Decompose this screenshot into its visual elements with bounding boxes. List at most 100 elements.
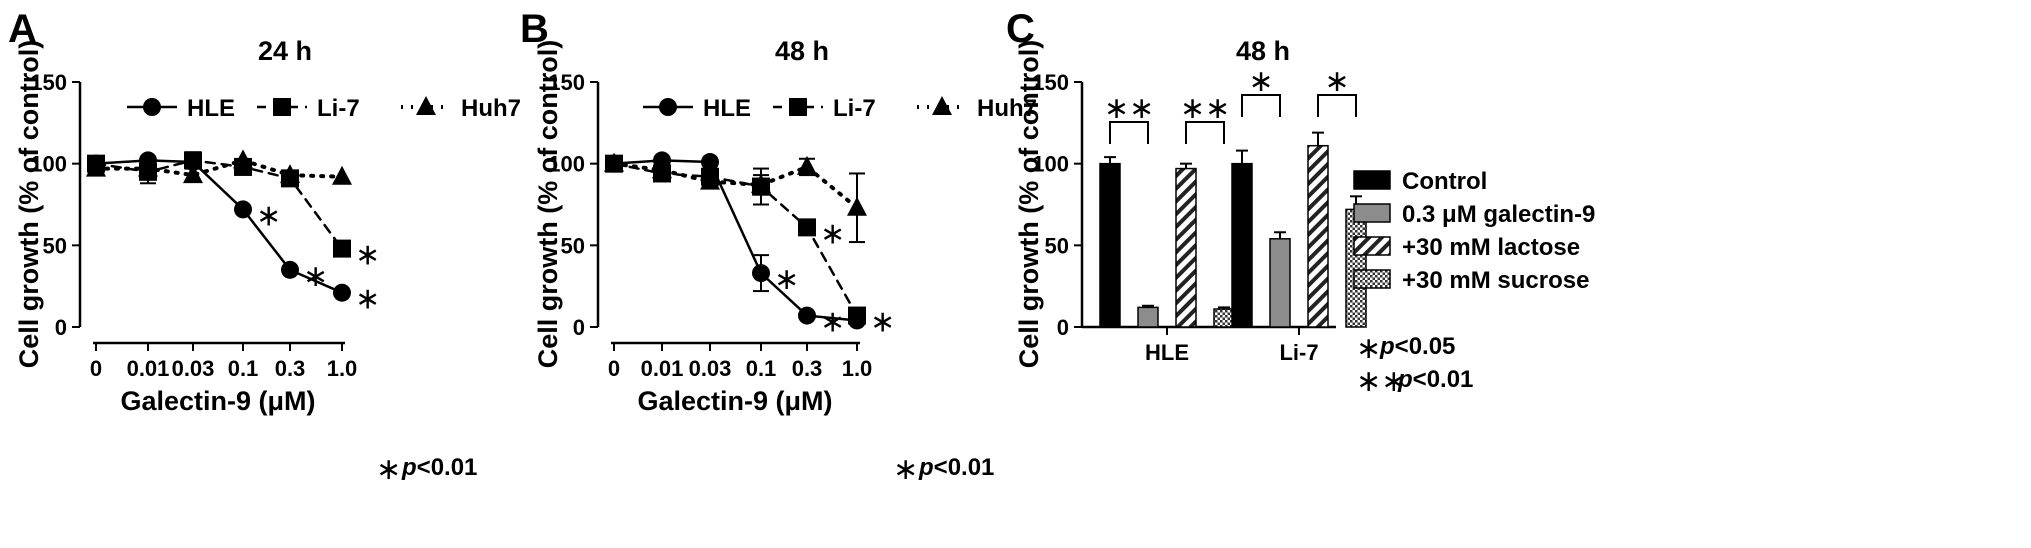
bar-hle-1 <box>1137 306 1159 328</box>
x-tick-label: 0 <box>90 356 102 381</box>
series-line-li-7 <box>94 159 344 250</box>
bar-li-7-3 <box>1345 208 1367 328</box>
panel-c-ylabel: Cell growth (% of control) <box>1014 40 1044 368</box>
panel-b-ylabel: Cell growth (% of control) <box>533 40 563 368</box>
x-tick-label: 0.3 <box>275 356 306 381</box>
x-tick-label: 0.03 <box>689 356 732 381</box>
legend-label: Huh7 <box>977 95 1037 122</box>
significance-bracket-label: ∗∗ <box>1104 92 1154 125</box>
x-tick-label: 0.1 <box>746 356 777 381</box>
legend-swatch <box>1353 269 1391 289</box>
significance-star: ∗ <box>870 306 895 339</box>
significance-star: ∗ <box>820 217 845 250</box>
legend-label: Control <box>1402 168 1487 195</box>
significance-star: ∗ <box>256 199 281 232</box>
y-tick-label: 0 <box>1057 315 1069 340</box>
y-tick-label: 150 <box>1032 70 1069 95</box>
panel-a-title: 24 h <box>258 36 312 66</box>
bar-hle-0 <box>1099 162 1121 328</box>
legend-marker <box>659 98 677 116</box>
legend-marker <box>416 96 436 115</box>
bar-li-7-0 <box>1231 162 1253 328</box>
significance-bracket <box>1109 121 1149 144</box>
panel-label-c: C <box>1006 7 1035 51</box>
data-point <box>798 218 816 237</box>
panel-b-xlabel: Galectin-9 (μM) <box>637 386 832 416</box>
data-point <box>700 170 720 190</box>
significance-star: ∗ <box>303 260 328 293</box>
x-tick-label: HLE <box>1145 340 1189 365</box>
legend-marker <box>273 98 291 116</box>
data-point <box>604 152 624 172</box>
legend-label: +30 mM sucrose <box>1402 267 1589 294</box>
significance-note-star: ∗ <box>376 453 401 486</box>
bar-li-7-2 <box>1307 144 1329 328</box>
legend-label: +30 mM lactose <box>1402 234 1580 261</box>
significance-note-text: p<0.01 <box>1397 366 1473 393</box>
panel-a: A 24 h Cell growth (% of control) Galect… <box>8 7 521 486</box>
significance-bracket <box>1185 121 1225 144</box>
y-tick-label: 50 <box>43 233 67 258</box>
y-tick-label: 150 <box>548 70 585 95</box>
y-tick-label: 100 <box>1032 152 1069 177</box>
panel-c-title: 48 h <box>1236 36 1290 66</box>
x-tick-label: 1.0 <box>842 356 873 381</box>
data-point <box>848 306 866 325</box>
y-tick-label: 150 <box>30 70 67 95</box>
legend-swatch <box>1353 236 1391 256</box>
data-point <box>652 159 672 179</box>
panel-c: C 48 h Cell growth (% of control) 0 50 100… <box>1006 7 1595 398</box>
data-point <box>280 164 300 184</box>
data-point <box>184 151 202 170</box>
panel-a-plot-area: 0 50 100 150 0 0.01 0.03 0.1 0.3 1.0 ∗ ∗ ∗ ∗ HLE Li-7 Hu… <box>30 70 521 486</box>
x-tick-label: 1.0 <box>327 356 358 381</box>
data-point <box>183 164 203 184</box>
x-tick-label: 0.1 <box>228 356 259 381</box>
legend-marker <box>789 98 807 116</box>
panel-b-title: 48 h <box>775 36 829 66</box>
legend-marker <box>932 96 952 115</box>
x-tick-label: 0.01 <box>641 356 684 381</box>
data-point <box>281 260 299 279</box>
data-point <box>847 196 867 216</box>
significance-note-text: p<0.01 <box>401 454 477 481</box>
legend-label: 0.3 μM galectin-9 <box>1402 201 1595 228</box>
significance-star: ∗ <box>355 283 380 316</box>
significance-note-text: p<0.01 <box>918 454 994 481</box>
data-point <box>752 264 770 283</box>
data-point <box>701 153 719 172</box>
panel-label-a: A <box>8 7 37 51</box>
significance-note-text: p<0.05 <box>1379 333 1455 360</box>
data-point <box>333 239 351 258</box>
significance-note-star: ∗ <box>893 453 918 486</box>
y-tick-label: 0 <box>55 315 67 340</box>
y-tick-label: 50 <box>1045 233 1069 258</box>
significance-bracket <box>1317 94 1357 117</box>
data-point <box>234 200 252 219</box>
significance-note-star: ∗∗ <box>1356 365 1406 398</box>
data-point <box>751 173 771 193</box>
significance-bracket <box>1241 94 1281 117</box>
y-tick-label: 100 <box>548 152 585 177</box>
legend-label: HLE <box>703 95 751 122</box>
legend-label: Li-7 <box>317 95 360 122</box>
panel-label-b: B <box>520 7 549 51</box>
x-tick-label: 0.01 <box>127 356 170 381</box>
bar-li-7-1 <box>1269 238 1291 328</box>
x-tick-label: 0.3 <box>792 356 823 381</box>
panel-b: B 48 h Cell growth (% of control) Galect… <box>520 7 1037 486</box>
legend-label: Huh7 <box>461 95 521 122</box>
bar-hle-2 <box>1175 167 1197 328</box>
y-tick-label: 0 <box>573 315 585 340</box>
data-point <box>233 149 253 169</box>
legend-swatch <box>1353 170 1391 190</box>
significance-bracket-label: ∗ <box>1248 65 1273 98</box>
significance-note-star: ∗ <box>1356 332 1381 365</box>
bar-hle-3 <box>1213 308 1235 328</box>
series-line-huh7 <box>94 158 344 179</box>
y-tick-label: 50 <box>561 233 585 258</box>
legend-label: HLE <box>187 95 235 122</box>
data-point <box>333 283 351 302</box>
significance-bracket-label: ∗∗ <box>1180 92 1230 125</box>
